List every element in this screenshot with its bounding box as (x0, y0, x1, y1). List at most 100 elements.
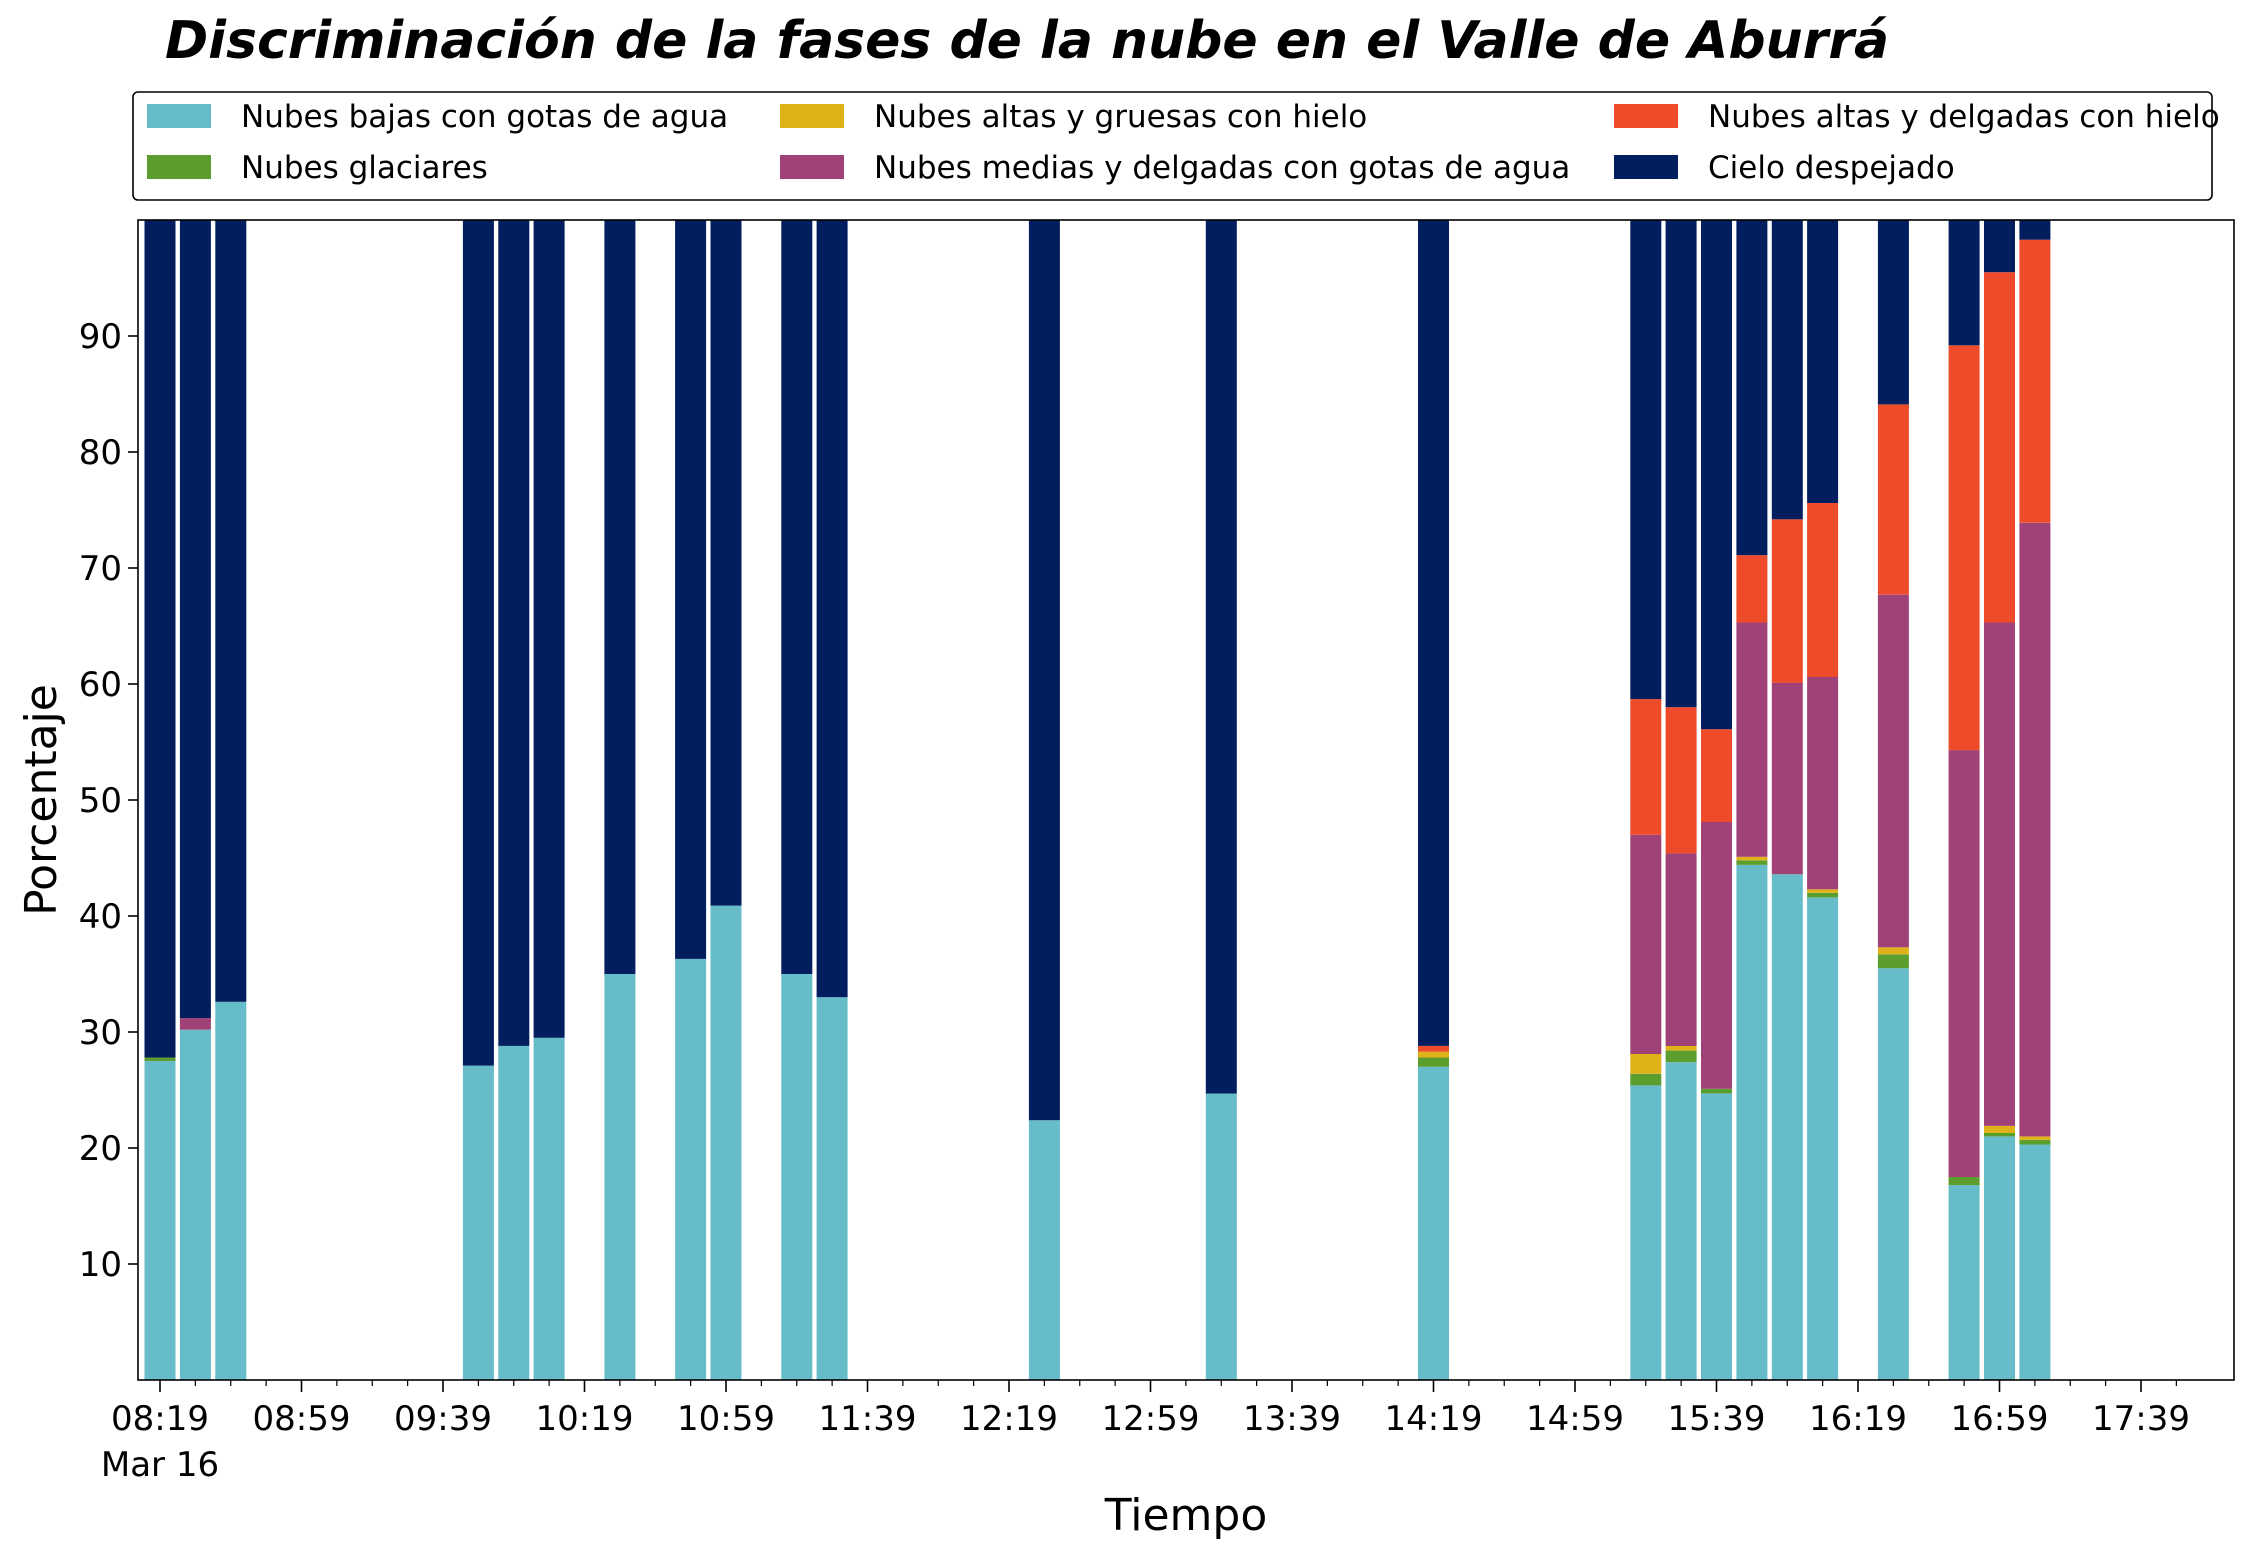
bar-segment-1609-series-1 (1807, 892, 1839, 898)
x-tick-label: 10:59 (677, 1399, 775, 1439)
bar-segment-1229-series-5 (1028, 220, 1060, 1121)
bar-segment-0959-series-0 (498, 1045, 530, 1380)
bar-segment-1529-series-4 (1665, 707, 1697, 854)
legend-swatch (1614, 104, 1678, 128)
bar-segment-1529-series-3 (1665, 853, 1697, 1046)
bar-segment-1029-series-0 (604, 974, 636, 1380)
bar-segment-0839-series-0 (215, 1001, 247, 1380)
bar-segment-1059-series-0 (710, 905, 742, 1380)
bar-segment-1549-series-0 (1736, 865, 1768, 1380)
bar-segment-1049-series-5 (675, 220, 707, 959)
bar-segment-1229-series-0 (1028, 1120, 1060, 1380)
x-tick-label: 12:59 (1102, 1399, 1200, 1439)
bar-segment-1519-series-5 (1630, 220, 1662, 700)
bar-segment-1519-series-3 (1630, 834, 1662, 1054)
bar-segment-1709-series-2 (2019, 1136, 2051, 1140)
bar-segment-1629-series-0 (1877, 968, 1909, 1380)
legend-label: Nubes altas y gruesas con hielo (874, 99, 1367, 135)
bar-segment-1649-series-0 (1948, 1185, 1980, 1380)
bar-segment-1119-series-0 (781, 974, 813, 1380)
bar-segment-0839-series-5 (215, 220, 247, 1002)
bar-segment-1609-series-5 (1807, 220, 1839, 503)
bar-segment-1129-series-0 (816, 997, 848, 1380)
y-axis: 10 20 30 40 50 60 70 80 90 (79, 317, 138, 1285)
bar-segment-1659-series-1 (1984, 1132, 2015, 1137)
bar-segment-1609-series-2 (1807, 889, 1839, 893)
bar-segment-1029-series-5 (604, 220, 636, 974)
x-tick-label: 16:59 (1951, 1399, 2049, 1439)
bar-segment-1559-series-4 (1771, 519, 1803, 683)
bar-segment-1549-series-4 (1736, 555, 1768, 623)
bar-segment-0949-series-0 (462, 1065, 494, 1380)
bar-segment-1419-series-4 (1418, 1045, 1449, 1052)
bar-segment-1549-series-2 (1736, 856, 1768, 861)
bar-segment-1659-series-5 (1984, 220, 2015, 273)
x-axis-title: Tiempo (1104, 1490, 1268, 1541)
bar-segment-1649-series-3 (1948, 750, 1980, 1177)
bar-segment-1519-series-1 (1630, 1073, 1662, 1086)
bar-segment-1709-series-1 (2019, 1139, 2051, 1145)
bar-segment-1659-series-0 (1984, 1136, 2015, 1380)
bar-segment-0819-series-0 (144, 1061, 176, 1380)
bar-segment-1609-series-4 (1807, 503, 1839, 677)
x-tick-label: 15:39 (1668, 1399, 1766, 1439)
bar-segment-1649-series-5 (1948, 220, 1980, 346)
legend-swatch (780, 104, 844, 128)
bar-segment-1009-series-0 (533, 1037, 565, 1380)
bar-segment-1549-series-5 (1736, 220, 1768, 556)
x-tick-label: 16:19 (1809, 1399, 1907, 1439)
x-tick-label: 12:19 (960, 1399, 1058, 1439)
bar-segment-1609-series-0 (1807, 897, 1839, 1380)
legend-swatch (147, 104, 211, 128)
bar-segment-1609-series-3 (1807, 677, 1839, 890)
bar-segment-1659-series-4 (1984, 272, 2015, 623)
bar-segment-1539-series-4 (1701, 729, 1732, 822)
legend-swatch (780, 155, 844, 179)
y-tick-label: 90 (79, 317, 122, 357)
bar-segment-1319-series-0 (1205, 1093, 1237, 1380)
bar-segment-1419-series-5 (1418, 220, 1449, 1046)
bar-segment-1529-series-5 (1665, 220, 1697, 708)
bar-segment-1649-series-4 (1948, 345, 1980, 751)
bar-segment-1319-series-5 (1205, 220, 1237, 1094)
bar-segment-1419-series-0 (1418, 1066, 1449, 1380)
y-tick-label: 10 (79, 1245, 122, 1285)
bar-segment-1519-series-0 (1630, 1085, 1662, 1380)
x-date-label: Mar 16 (101, 1445, 219, 1485)
bar-segment-0819-series-5 (144, 220, 176, 1058)
y-tick-label: 50 (79, 781, 122, 821)
bar-segment-1519-series-2 (1630, 1054, 1662, 1074)
bar-segment-1009-series-5 (533, 220, 565, 1038)
legend-swatch (147, 155, 211, 179)
bar-segment-0829-series-0 (179, 1029, 211, 1380)
bar-segment-1049-series-0 (675, 958, 707, 1380)
legend-box (132, 91, 2213, 201)
bar-segment-1129-series-5 (816, 220, 848, 998)
x-tick-label: 08:59 (253, 1399, 351, 1439)
chart-title: Discriminación de la fases de la nube en… (165, 11, 1889, 71)
bar-segment-1629-series-2 (1877, 947, 1909, 955)
legend-swatch (1614, 155, 1678, 179)
bar-segment-1659-series-2 (1984, 1126, 2015, 1133)
x-tick-label: 14:19 (1385, 1399, 1483, 1439)
x-tick-label: 14:59 (1526, 1399, 1624, 1439)
bar-segment-1549-series-3 (1736, 622, 1768, 857)
bar-segment-1539-series-3 (1701, 822, 1732, 1089)
bar-segment-1629-series-5 (1877, 220, 1909, 405)
x-tick-label: 10:19 (536, 1399, 634, 1439)
x-tick-label: 08:19 (111, 1399, 209, 1439)
y-tick-label: 30 (79, 1013, 122, 1053)
bar-segment-1629-series-1 (1877, 954, 1909, 969)
bar-segment-0829-series-3 (179, 1018, 211, 1030)
y-tick-label: 60 (79, 665, 122, 705)
bar-segment-1559-series-3 (1771, 682, 1803, 875)
bar-segment-1709-series-3 (2019, 522, 2051, 1137)
bar-segment-1709-series-4 (2019, 239, 2051, 523)
x-tick-label: 13:39 (1243, 1399, 1341, 1439)
bar-segment-1559-series-5 (1771, 220, 1803, 520)
bar-segment-0819-series-1 (144, 1057, 176, 1061)
bar-segment-1709-series-0 (2019, 1144, 2051, 1380)
bar-segment-1529-series-1 (1665, 1050, 1697, 1063)
x-tick-label: 09:39 (394, 1399, 492, 1439)
